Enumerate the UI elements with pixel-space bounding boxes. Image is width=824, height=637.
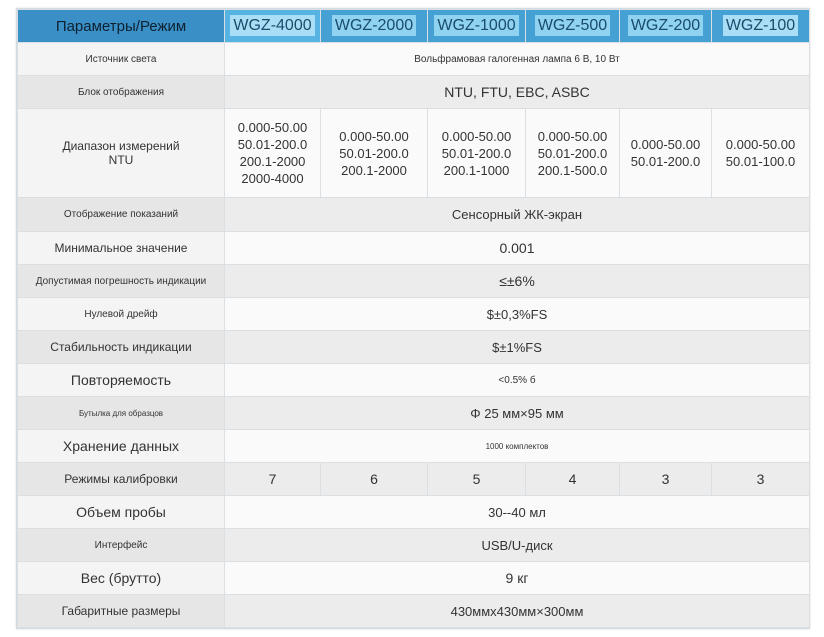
row-display: Отображение показаний Сенсорный ЖК-экран [17,197,810,232]
row-label: Стабильность индикации [17,330,225,364]
range-value: 50.01-200.0 [537,145,608,161]
range-value: 0.000-50.00 [725,137,796,152]
range-value: 200.1-2000 [239,154,306,169]
row-interface: Интерфейс USB/U-диск [17,528,810,562]
range-value: 200.1-500.0 [537,162,608,178]
header-param-label: Параметры/Режим [17,9,225,43]
row-min-value: Минимальное значение 0.001 [17,231,810,265]
row-sample-bottle: Бутылка для образцов Φ 25 мм×95 мм [17,396,810,430]
row-label: Интерфейс [17,528,225,562]
calibration-value: 4 [525,462,620,496]
header-row: Параметры/Режим WGZ-4000 WGZ-2000 WGZ-10… [17,9,810,43]
range-cell-wgz-100: 0.000-50.00 50.01-100.0 [711,108,810,198]
range-cell-wgz-500: 0.000-50.00 50.01-200.0 200.1-500.0 [525,108,620,198]
row-value: NTU, FTU, EBC, ASBC [224,75,810,109]
range-value: 200.1-1000 [443,162,510,178]
row-display-unit: Блок отображения NTU, FTU, EBC, ASBC [17,75,810,109]
row-value: 30--40 мл [224,495,810,529]
range-label-line1: Диапазон измерений [62,139,180,153]
row-label: Минимальное значение [17,231,225,265]
header-model-wgz-1000: WGZ-1000 [427,9,526,43]
row-label: Габаритные размеры [17,594,225,628]
row-label: Хранение данных [17,429,225,463]
row-label: Бутылка для образцов [17,396,225,430]
calibration-value: 7 [224,462,321,496]
range-cell-wgz-2000: 0.000-50.00 50.01-200.0 200.1-2000 [320,108,428,198]
row-label: Нулевой дрейф [17,297,225,331]
row-value: 0.001 [224,231,810,265]
row-light-source: Источник света Вольфрамовая галогенная л… [17,42,810,76]
row-weight: Вес (брутто) 9 кг [17,561,810,595]
range-value: 0.000-50.00 [441,128,512,144]
row-stability: Стабильность индикации $±1%FS [17,330,810,364]
row-value: 430ммx430мм×300мм [224,594,810,628]
range-value: 200.1-2000 [341,162,407,178]
range-value: 50.01-100.0 [725,154,796,169]
row-label: Источник света [17,42,225,76]
range-value: 50.01-200.0 [630,154,701,169]
header-model-wgz-2000: WGZ-2000 [320,9,428,43]
range-value: 50.01-200.0 [441,145,512,161]
row-label: Допустимая погрешность индикации [17,264,225,298]
range-value: 0.000-50.00 [237,120,308,135]
spec-table: Параметры/Режим WGZ-4000 WGZ-2000 WGZ-10… [17,9,810,628]
row-value: $±1%FS [224,330,810,364]
calibration-value: 3 [711,462,810,496]
row-value: Вольфрамовая галогенная лампа 6 В, 10 Вт [224,42,810,76]
row-repeatability: Повторяемость <0.5% б [17,363,810,397]
range-value: 0.000-50.00 [537,128,608,144]
row-value: <0.5% б [224,363,810,397]
range-value: 2000-4000 [241,171,304,186]
calibration-value: 6 [320,462,428,496]
header-model-wgz-200: WGZ-200 [619,9,712,43]
row-label: Диапазон измерений NTU [17,108,225,198]
row-zero-drift: Нулевой дрейф $±0,3%FS [17,297,810,331]
row-value: Сенсорный ЖК-экран [224,197,810,232]
row-calibration: Режимы калибровки 7 6 5 4 3 3 [17,462,810,496]
header-model-wgz-100: WGZ-100 [711,9,810,43]
spec-table-container: Параметры/Режим WGZ-4000 WGZ-2000 WGZ-10… [16,8,810,629]
row-label: Режимы калибровки [17,462,225,496]
range-label-line2: NTU [108,153,134,167]
row-value: Φ 25 мм×95 мм [224,396,810,430]
row-label: Вес (брутто) [17,561,225,595]
row-tolerance: Допустимая погрешность индикации ≤±6% [17,264,810,298]
range-value: 50.01-200.0 [237,137,308,152]
range-cell-wgz-200: 0.000-50.00 50.01-200.0 [619,108,712,198]
range-value: 0.000-50.00 [339,128,409,144]
range-value: 50.01-200.0 [339,145,409,161]
row-label: Блок отображения [17,75,225,109]
header-model-wgz-4000: WGZ-4000 [224,9,321,43]
range-value: 0.000-50.00 [630,137,701,152]
row-label: Отображение показаний [17,197,225,232]
calibration-value: 3 [619,462,712,496]
range-cell-wgz-1000: 0.000-50.00 50.01-200.0 200.1-1000 [427,108,526,198]
row-value: ≤±6% [224,264,810,298]
row-value: 9 кг [224,561,810,595]
row-label: Объем пробы [17,495,225,529]
row-range: Диапазон измерений NTU 0.000-50.00 50.01… [17,108,810,198]
header-model-wgz-500: WGZ-500 [525,9,620,43]
range-cell-wgz-4000: 0.000-50.00 50.01-200.0 200.1-2000 2000-… [224,108,321,198]
row-dimensions: Габаритные размеры 430ммx430мм×300мм [17,594,810,628]
row-sample-volume: Объем пробы 30--40 мл [17,495,810,529]
row-value: $±0,3%FS [224,297,810,331]
row-label: Повторяемость [17,363,225,397]
row-value: 1000 комплектов [224,429,810,463]
row-value: USB/U-диск [224,528,810,562]
calibration-value: 5 [427,462,526,496]
row-storage: Хранение данных 1000 комплектов [17,429,810,463]
